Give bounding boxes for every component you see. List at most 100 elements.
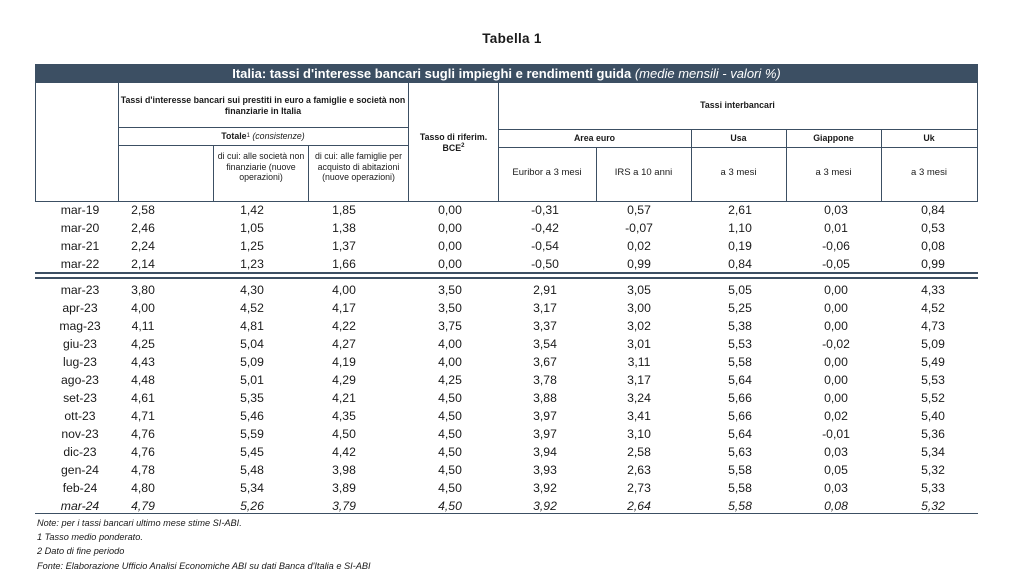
giappone-header: Giappone (813, 133, 854, 143)
bce-value: 3,75 (438, 319, 462, 333)
irs-value: 3,01 (627, 337, 651, 351)
table-header: Tassi d'interesse bancari sui prestiti i… (35, 83, 978, 202)
table-row: mag-23 4,11 4,81 4,22 3,75 3,37 3,02 5,38 0,00 4,… (35, 318, 978, 336)
bce-value: 0,00 (438, 239, 462, 253)
uk-sub-header: a 3 mesi (911, 167, 947, 179)
bce-value: 4,50 (438, 391, 462, 405)
usa-value: 5,66 (728, 409, 752, 423)
irs-value: 3,24 (627, 391, 651, 405)
irs-value: 2,58 (627, 445, 651, 459)
giappone-value: 0,00 (824, 355, 848, 369)
table-row: gen-24 4,78 5,48 3,98 4,50 3,93 2,63 5,58 0,05 5,… (35, 462, 978, 480)
households-value: 1,37 (332, 239, 356, 253)
totale-value: 4,76 (131, 445, 155, 459)
irs-value: 2,63 (627, 463, 651, 477)
euribor-value: 2,91 (533, 283, 557, 297)
companies-value: 5,09 (240, 355, 264, 369)
companies-value: 5,59 (240, 427, 264, 441)
euribor-value: 3,54 (533, 337, 557, 351)
usa-value: 5,66 (728, 391, 752, 405)
table-row: ago-23 4,48 5,01 4,29 4,25 3,78 3,17 5,64 0,00 5,… (35, 372, 978, 390)
totale-value: 2,24 (131, 239, 155, 253)
bce-value: 4,25 (438, 373, 462, 387)
totale-value: 3,80 (131, 283, 155, 297)
households-value: 4,35 (332, 409, 356, 423)
uk-value: 0,99 (921, 257, 945, 271)
bce-value: 0,00 (438, 203, 462, 217)
footnote-line: 1 Tasso medio ponderato. (37, 532, 143, 543)
irs-value: 0,02 (627, 239, 651, 253)
bce-value: 0,00 (438, 221, 462, 235)
companies-value: 5,46 (240, 409, 264, 423)
giappone-value: 0,00 (824, 391, 848, 405)
page-title: Tabella 1 (482, 31, 542, 46)
euribor-value: 3,17 (533, 301, 557, 315)
uk-header: Uk (923, 133, 935, 143)
giappone-value: 0,05 (824, 463, 848, 477)
irs-value: 3,00 (627, 301, 651, 315)
uk-value: 5,36 (921, 427, 945, 441)
irs-value: 3,02 (627, 319, 651, 333)
totale-value: 2,46 (131, 221, 155, 235)
table-row: mar-20 2,46 1,05 1,38 0,00 -0,42 -0,07 1,10 0,01… (35, 220, 978, 238)
usa-value: 5,25 (728, 301, 752, 315)
table-row: set-23 4,61 5,35 4,21 4,50 3,88 3,24 5,66 0,00 5,… (35, 390, 978, 408)
table-row: dic-23 4,76 5,45 4,42 4,50 3,94 2,58 5,63 0,03 5,… (35, 444, 978, 462)
table-row: apr-23 4,00 4,52 4,17 3,50 3,17 3,00 5,25 0,00 4,… (35, 300, 978, 318)
uk-value: 5,33 (921, 481, 945, 495)
irs-value: 3,41 (627, 409, 651, 423)
euribor-value: -0,54 (531, 239, 559, 253)
bce-value: 4,50 (438, 445, 462, 459)
row-label: ago-23 (61, 373, 99, 387)
irs-value: 3,05 (627, 283, 651, 297)
usa-header: Usa (730, 133, 747, 143)
giappone-value: -0,01 (822, 427, 850, 441)
interbank-group-header: Tassi interbancari (700, 99, 775, 110)
totale-value: 4,79 (131, 499, 155, 513)
giappone-value: 0,03 (824, 445, 848, 459)
companies-value: 4,52 (240, 301, 264, 315)
uk-value: 5,49 (921, 355, 945, 369)
totale-value: 4,61 (131, 391, 155, 405)
giappone-value: -0,02 (822, 337, 850, 351)
euribor-value: 3,97 (533, 427, 557, 441)
table-row: nov-23 4,76 5,59 4,50 4,50 3,97 3,10 5,64 -0,01 5… (35, 426, 978, 444)
giappone-value: 0,00 (824, 319, 848, 333)
totale-value: 4,78 (131, 463, 155, 477)
usa-value: 5,58 (728, 499, 752, 513)
table-row: mar-24 4,79 5,26 3,79 4,50 3,92 2,64 5,58 0,08 5,… (35, 498, 978, 516)
households-value: 3,89 (332, 481, 356, 495)
usa-value: 5,58 (728, 481, 752, 495)
households-value: 3,79 (332, 499, 356, 513)
totale-value: 2,14 (131, 257, 155, 271)
row-label: mar-23 (60, 283, 100, 297)
euribor-value: 3,97 (533, 409, 557, 423)
households-value: 4,27 (332, 337, 356, 351)
table-row: mar-22 2,14 1,23 1,66 0,00 -0,50 0,99 0,84 -0,05… (35, 256, 978, 274)
bce-value: 4,50 (438, 481, 462, 495)
row-label: mar-19 (60, 203, 100, 217)
table-subtitle: (medie mensili - valori %) (634, 66, 781, 81)
usa-value: 5,64 (728, 427, 752, 441)
usa-value: 5,58 (728, 355, 752, 369)
table-row: lug-23 4,43 5,09 4,19 4,00 3,67 3,11 5,58 0,00 5,… (35, 354, 978, 372)
bank-rates-group-header: Tassi d'interesse bancari sui prestiti i… (120, 95, 406, 116)
usa-value: 0,19 (728, 239, 752, 253)
footnote-line: Fonte: Elaborazione Ufficio Analisi Econ… (37, 560, 371, 571)
footnote-line: Note: per i tassi bancari ultimo mese st… (37, 518, 242, 528)
giappone-value: -0,05 (822, 257, 850, 271)
uk-value: 5,34 (921, 445, 945, 459)
totale-value: 4,71 (131, 409, 155, 423)
bce-value: 0,00 (438, 257, 462, 271)
bce-header: Tasso di riferim. BCE2 (419, 132, 488, 153)
companies-value: 5,34 (240, 481, 264, 495)
companies-value: 5,04 (240, 337, 264, 351)
irs-value: 3,10 (627, 427, 651, 441)
irs-value: 2,73 (627, 481, 651, 495)
row-label: feb-24 (62, 481, 98, 495)
uk-value: 5,52 (921, 391, 945, 405)
irs-value: 3,11 (627, 355, 651, 369)
totale-value: 4,80 (131, 481, 155, 495)
irs-value: -0,07 (625, 221, 653, 235)
bce-value: 4,50 (438, 409, 462, 423)
